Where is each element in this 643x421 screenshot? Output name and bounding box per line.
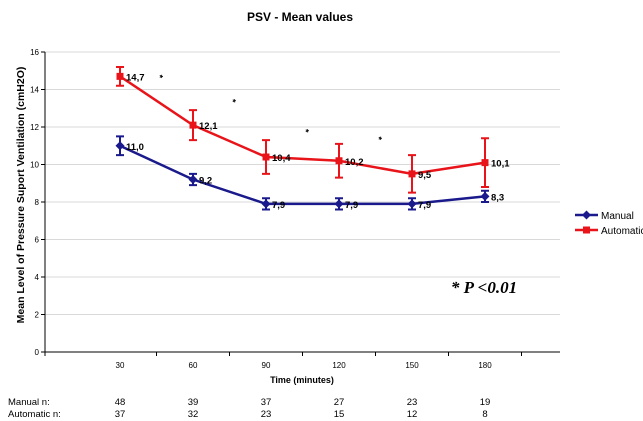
grid bbox=[45, 51, 560, 315]
data-point bbox=[116, 72, 124, 80]
x-tick-label: 90 bbox=[262, 361, 271, 370]
data-point bbox=[261, 199, 271, 209]
data-label: 9,2 bbox=[199, 176, 212, 187]
significance-marker: * bbox=[155, 75, 165, 79]
data-label: 11,0 bbox=[126, 142, 144, 153]
y-tick-label: 6 bbox=[35, 236, 40, 245]
n-value: 19 bbox=[480, 397, 491, 408]
series-line bbox=[119, 144, 486, 206]
y-tick-label: 14 bbox=[30, 86, 39, 95]
n-value: 37 bbox=[115, 409, 126, 420]
data-point bbox=[407, 199, 417, 209]
data-point bbox=[334, 199, 344, 209]
series-group: 11,0 9,2 7,9 7,9 7,9 8,3 14,7 12,1 10,4 10,2 9,5 10… bbox=[115, 66, 510, 211]
n-row-label: Automatic n: bbox=[8, 409, 61, 420]
p-value-annotation: * P <0.01 bbox=[451, 278, 517, 297]
x-ticks: 30 60 90 120 150 180 bbox=[44, 352, 522, 370]
n-row-label: Manual n: bbox=[8, 397, 50, 408]
legend-marker bbox=[583, 226, 590, 234]
y-tick-label: 0 bbox=[35, 348, 40, 357]
data-label: 10,4 bbox=[272, 153, 291, 164]
y-tick-label: 10 bbox=[30, 161, 39, 170]
x-tick-label: 120 bbox=[332, 361, 346, 370]
data-label: 14,7 bbox=[126, 72, 145, 83]
data-point bbox=[262, 153, 270, 161]
y-axis-label: Mean Level of Pressure Suport Ventilatio… bbox=[15, 67, 27, 324]
series-automatic: 14,7 12,1 10,4 10,2 9,5 10,1 bbox=[116, 66, 510, 194]
n-value: 23 bbox=[407, 397, 418, 408]
legend-label: Manual bbox=[601, 211, 634, 222]
data-point bbox=[480, 191, 490, 201]
x-tick-label: 180 bbox=[478, 361, 492, 370]
x-axis-label: Time (minutes) bbox=[270, 375, 334, 385]
n-value: 32 bbox=[188, 409, 199, 420]
data-label: 8,3 bbox=[491, 192, 504, 203]
data-point bbox=[188, 175, 198, 184]
data-label: 12,1 bbox=[199, 121, 218, 132]
x-tick-label: 60 bbox=[189, 361, 198, 370]
data-label: 10,1 bbox=[491, 159, 510, 170]
series-line bbox=[119, 75, 486, 176]
significance-marker: * bbox=[374, 136, 384, 140]
y-tick-label: 8 bbox=[35, 198, 40, 207]
significance-marker: * bbox=[228, 99, 238, 103]
data-label: 9,5 bbox=[418, 170, 432, 181]
legend-marker bbox=[582, 210, 591, 220]
data-point bbox=[481, 159, 489, 167]
n-value: 27 bbox=[334, 397, 345, 408]
n-value: 8 bbox=[482, 409, 487, 420]
n-value: 15 bbox=[334, 409, 345, 420]
y-tick-label: 2 bbox=[35, 311, 40, 320]
n-value: 23 bbox=[261, 409, 272, 420]
y-tick-label: 12 bbox=[30, 123, 39, 132]
data-label: 7,9 bbox=[418, 200, 431, 211]
n-value: 37 bbox=[261, 397, 272, 408]
chart-title: PSV - Mean values bbox=[247, 10, 353, 24]
n-value: 48 bbox=[115, 397, 126, 408]
x-tick-label: 150 bbox=[405, 361, 419, 370]
data-point bbox=[189, 121, 197, 129]
n-value: 12 bbox=[407, 409, 418, 420]
data-point bbox=[408, 170, 416, 178]
data-point bbox=[115, 141, 125, 151]
significance-marker: * bbox=[301, 129, 311, 133]
x-tick-label: 30 bbox=[116, 361, 125, 370]
significance-markers: * * * * bbox=[155, 75, 384, 141]
legend: Manual Automatic bbox=[575, 210, 643, 237]
y-tick-label: 4 bbox=[35, 273, 40, 282]
data-point bbox=[335, 157, 343, 165]
y-tick-label: 16 bbox=[30, 48, 39, 57]
series-manual: 11,0 9,2 7,9 7,9 7,9 8,3 bbox=[115, 135, 504, 211]
data-label: 7,9 bbox=[272, 200, 285, 211]
y-ticks: 0 2 4 6 8 10 12 14 16 bbox=[30, 48, 45, 357]
legend-label: Automatic bbox=[601, 226, 643, 237]
data-label: 7,9 bbox=[345, 200, 358, 211]
n-value: 39 bbox=[188, 397, 199, 408]
data-label: 10,2 bbox=[345, 157, 364, 168]
